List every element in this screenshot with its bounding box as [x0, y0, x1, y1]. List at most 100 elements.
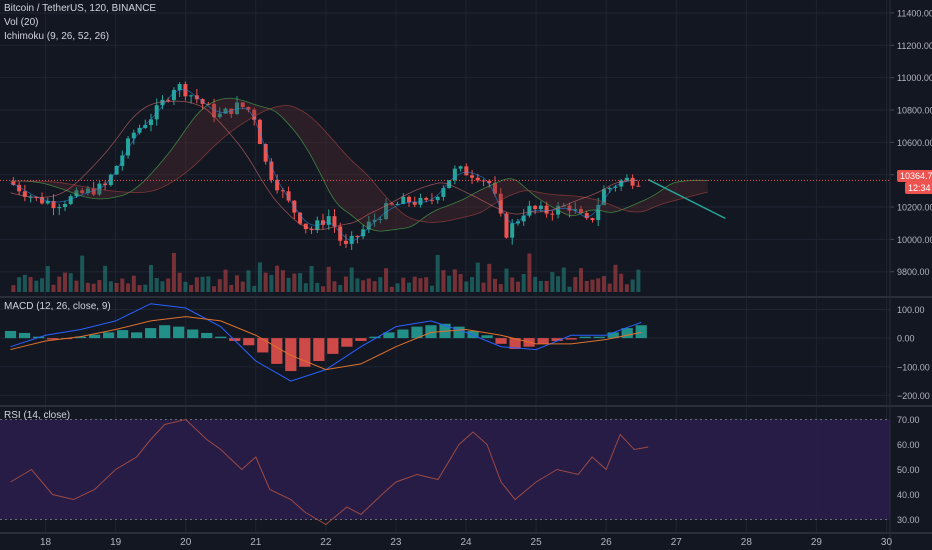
candle-body [607, 187, 612, 190]
volume-bar [171, 252, 176, 292]
rsi-band [0, 419, 890, 520]
macd-tick-label: −200.00 [897, 391, 930, 401]
volume-bar [338, 284, 343, 292]
candle-body [40, 197, 45, 204]
candle-body [45, 201, 50, 204]
volume-bar [148, 264, 153, 292]
volume-bar [573, 277, 578, 292]
volume-bar [378, 277, 383, 292]
candle-body [212, 103, 217, 118]
macd-histogram-bar [635, 325, 647, 339]
volume-bar [45, 266, 50, 292]
macd-histogram-bar [159, 325, 171, 339]
macd-histogram-bar [201, 332, 213, 339]
macd-histogram-bar [621, 328, 633, 339]
candle-body [464, 166, 469, 176]
volume-bar [28, 276, 33, 292]
volume-bar [68, 273, 73, 292]
volume-bar [62, 272, 67, 292]
candle-body [406, 196, 412, 203]
rsi-tick-label: 50.00 [897, 465, 920, 475]
volume-bar [349, 267, 354, 292]
macd-histogram-bar [565, 338, 577, 340]
candle-body [504, 213, 509, 238]
candle-body [533, 205, 538, 210]
candle-body [493, 183, 498, 194]
volume-bar [435, 254, 440, 292]
volume-bar [584, 281, 589, 292]
volume-bar [579, 268, 584, 292]
candle-body [80, 190, 85, 193]
candle-body [544, 205, 549, 214]
macd-indicator-label[interactable]: MACD (12, 26, close, 9) [4, 301, 111, 312]
volume-bar [246, 270, 251, 292]
volume-bar [372, 281, 377, 292]
macd-histogram-bar [145, 328, 157, 339]
volume-bar [389, 286, 394, 292]
volume-bar [143, 284, 148, 292]
volume-bar [498, 284, 503, 292]
time-tick-label: 29 [811, 537, 823, 548]
volume-bar [97, 280, 102, 292]
volume-bar [166, 278, 171, 292]
candle-body [366, 221, 371, 230]
volume-bar [131, 275, 136, 292]
macd-histogram-bar [607, 332, 619, 339]
volume-bar [326, 266, 331, 292]
time-tick-label: 24 [460, 537, 472, 548]
macd-histogram-bar [103, 332, 115, 339]
macd-histogram-bar [355, 338, 367, 341]
macd-series [4, 303, 647, 382]
candle-body [624, 177, 629, 181]
volume-bar [475, 262, 480, 292]
ichimoku-span-b [10, 105, 708, 223]
ichimoku-indicator-label[interactable]: Ichimoku (9, 26, 52, 26) [4, 31, 110, 42]
candle-body [108, 174, 113, 186]
volume-indicator-label[interactable]: Vol (20) [4, 17, 39, 28]
symbol-label[interactable]: Bitcoin / TetherUS, 120, BINANCE [4, 3, 157, 14]
volume-bar [74, 280, 79, 292]
volume-bar [217, 279, 222, 292]
candle-body [126, 138, 131, 156]
candle-body [429, 199, 434, 201]
candle-body [527, 205, 532, 216]
candle-body [217, 113, 222, 118]
volume-bar [401, 277, 406, 292]
candle-body [143, 125, 148, 128]
volume-bar [607, 283, 612, 292]
volume-bar [275, 265, 280, 292]
time-tick-label: 19 [110, 537, 122, 548]
macd-histogram-bar [579, 336, 591, 339]
volume-bar [160, 281, 165, 292]
candle-body [57, 207, 62, 209]
candle-body [435, 196, 440, 201]
candle-body [630, 177, 635, 186]
volume-bar [234, 275, 240, 292]
volume-bar [596, 278, 601, 292]
macd-histogram-bar [131, 332, 143, 339]
candle-body [332, 216, 337, 227]
volume-bar [429, 285, 434, 292]
candle-body [280, 190, 285, 192]
volume-bars [11, 252, 641, 292]
macd-histogram-bar [285, 338, 297, 372]
price-tick-label: 11200.00 [897, 41, 932, 51]
volume-bar [298, 273, 303, 292]
volume-bar [332, 281, 337, 292]
volume-bar [189, 285, 194, 292]
macd-histogram-bar [173, 326, 185, 339]
rsi-indicator-label[interactable]: RSI (14, close) [4, 410, 71, 421]
candle-body [269, 161, 274, 180]
candle-body [85, 188, 90, 193]
macd-histogram-bar [327, 338, 339, 354]
macd-histogram-bar [89, 334, 101, 339]
candle-body [567, 205, 572, 211]
time-tick-label: 25 [531, 537, 543, 548]
candle-body [263, 144, 268, 162]
candle-body [148, 119, 153, 126]
volume-bar [355, 278, 360, 292]
candle-body [286, 191, 291, 201]
volume-bar [80, 255, 85, 292]
candle-body [22, 191, 27, 197]
